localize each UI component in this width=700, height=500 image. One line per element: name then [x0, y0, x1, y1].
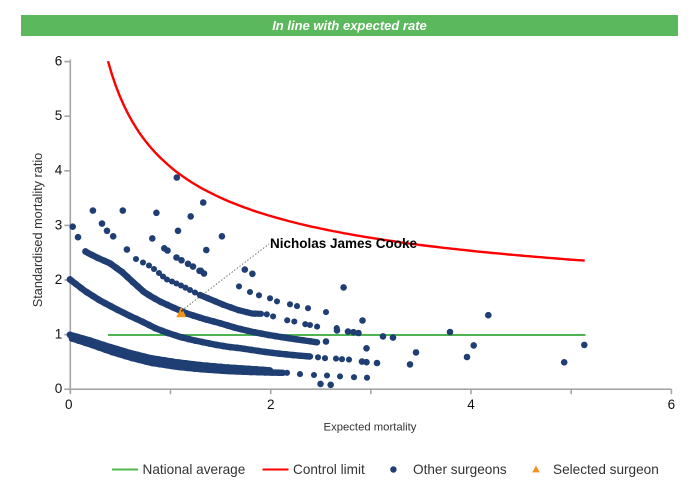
- svg-text:5: 5: [55, 108, 63, 123]
- svg-text:Expected mortality: Expected mortality: [324, 422, 417, 434]
- svg-text:0: 0: [55, 381, 63, 396]
- svg-text:1: 1: [55, 327, 63, 342]
- svg-text:2: 2: [267, 397, 275, 412]
- svg-text:In line with expected rate: In line with expected rate: [272, 18, 427, 33]
- svg-text:Standardised mortality ratio: Standardised mortality ratio: [31, 153, 45, 307]
- svg-text:3: 3: [55, 217, 63, 232]
- svg-text:Other surgeons: Other surgeons: [413, 462, 507, 477]
- svg-text:Nicholas James Cooke: Nicholas James Cooke: [270, 236, 418, 251]
- svg-text:6: 6: [55, 54, 63, 69]
- svg-text:Selected surgeon: Selected surgeon: [553, 462, 659, 477]
- svg-text:Control limit: Control limit: [293, 462, 365, 477]
- svg-text:2: 2: [55, 272, 63, 287]
- svg-text:4: 4: [467, 397, 475, 412]
- svg-text:0: 0: [65, 397, 73, 412]
- svg-text:National average: National average: [143, 462, 246, 477]
- svg-text:4: 4: [55, 163, 63, 178]
- svg-text:6: 6: [668, 397, 676, 412]
